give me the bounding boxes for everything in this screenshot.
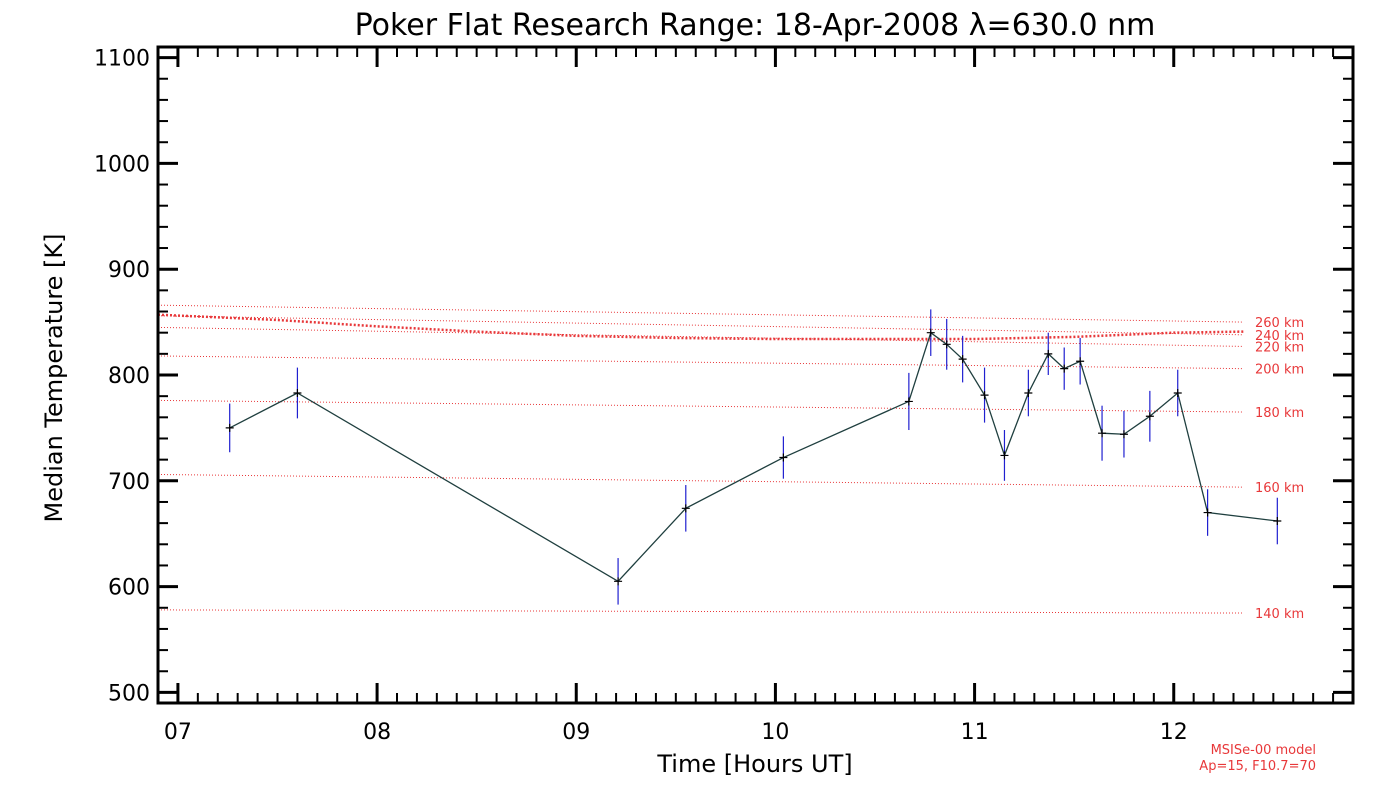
model-line-180km: [157, 399, 1244, 413]
data-point-marker: [681, 504, 690, 513]
model-line-label: 220 km: [1255, 340, 1304, 355]
y-tick-label: 1100: [94, 47, 150, 72]
data-point-marker: [293, 388, 302, 397]
data-point-marker: [1273, 517, 1282, 526]
data-point-marker: [614, 577, 623, 586]
data-point-marker: [1173, 388, 1182, 397]
model-line-label: 200 km: [1255, 363, 1304, 378]
data-point-marker: [980, 391, 989, 400]
data-point-marker: [779, 453, 788, 462]
y-tick-label: 700: [108, 470, 150, 495]
x-tick-label: 08: [363, 720, 391, 745]
data-point-marker: [1145, 412, 1154, 421]
y-tick-label: 900: [108, 258, 150, 283]
model-line-140km: [157, 609, 1244, 614]
data-point-marker: [1060, 364, 1069, 373]
series-layer: [225, 309, 1282, 605]
data-point-marker: [926, 328, 935, 337]
model-line-240km: [157, 315, 1244, 336]
y-tick-label: 800: [108, 364, 150, 389]
data-point-marker: [1076, 357, 1085, 366]
x-axis-label: Time [Hours UT]: [656, 750, 852, 778]
y-axis-label: Median Temperature [K]: [40, 233, 68, 522]
data-point-marker: [942, 340, 951, 349]
y-tick-label: 600: [108, 576, 150, 601]
data-point-marker: [1044, 349, 1053, 358]
model-line-220km: [157, 326, 1244, 347]
model-line-label: 240 km: [1255, 329, 1304, 344]
model-line-label: 260 km: [1255, 316, 1304, 331]
y-tick-label: 500: [108, 681, 150, 706]
chart-title: Poker Flat Research Range: 18-Apr-2008 λ…: [355, 8, 1156, 43]
model-line-label: 140 km: [1255, 607, 1304, 622]
x-tick-label: 11: [961, 720, 989, 745]
data-point-marker: [1098, 429, 1107, 438]
temperature-series-line: [229, 331, 1278, 583]
model-line-label: 180 km: [1255, 406, 1304, 421]
model-note-line-1: MSISe-00 model: [1211, 743, 1316, 758]
x-tick-label: 10: [761, 720, 789, 745]
data-point-marker: [1119, 430, 1128, 439]
x-tick-label: 12: [1160, 720, 1188, 745]
ticks-layer: 500 600 700 800 900 1000 1100 07 08 09 10 11 12: [94, 47, 1354, 745]
data-point-marker: [958, 355, 967, 364]
x-tick-label: 07: [164, 720, 192, 745]
data-point-marker: [1203, 508, 1212, 517]
y-tick-label: 1000: [94, 152, 150, 177]
model-line-160km: [157, 473, 1244, 488]
model-median-line: [157, 313, 1244, 341]
model-line-260km: [157, 304, 1244, 323]
data-point-marker: [225, 423, 234, 432]
model-line-200km: [157, 355, 1244, 370]
model-note-line-2: Ap=15, F10.7=70: [1199, 759, 1316, 774]
data-point-marker: [904, 397, 913, 406]
x-tick-label: 09: [562, 720, 590, 745]
data-point-marker: [1000, 451, 1009, 460]
plot-frame: [156, 45, 1355, 705]
data-point-marker: [1024, 388, 1033, 397]
axes-layer: [156, 45, 1355, 705]
model-line-label: 160 km: [1255, 481, 1304, 496]
